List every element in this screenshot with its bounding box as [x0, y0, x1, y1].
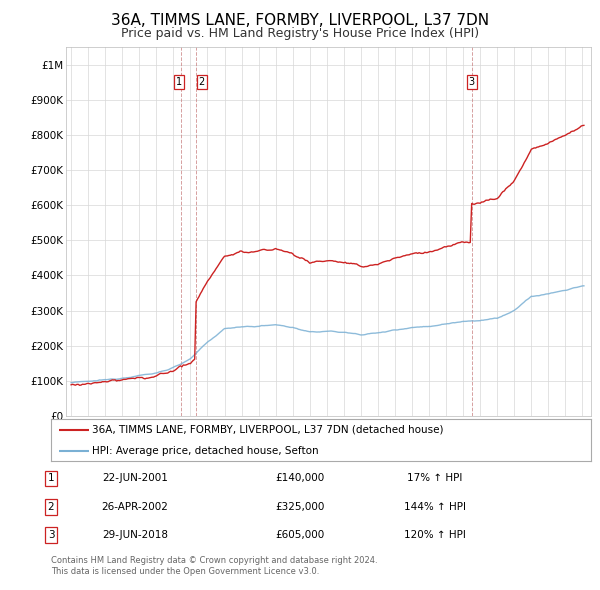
Text: 2: 2 [199, 77, 205, 87]
Text: 36A, TIMMS LANE, FORMBY, LIVERPOOL, L37 7DN (detached house): 36A, TIMMS LANE, FORMBY, LIVERPOOL, L37 … [91, 425, 443, 434]
Text: £325,000: £325,000 [275, 502, 325, 512]
Text: 26-APR-2002: 26-APR-2002 [101, 502, 169, 512]
Text: 3: 3 [47, 530, 55, 540]
Text: 120% ↑ HPI: 120% ↑ HPI [404, 530, 466, 540]
Text: £140,000: £140,000 [275, 474, 325, 483]
Text: 29-JUN-2018: 29-JUN-2018 [102, 530, 168, 540]
Text: 144% ↑ HPI: 144% ↑ HPI [404, 502, 466, 512]
Text: £605,000: £605,000 [275, 530, 325, 540]
Text: 3: 3 [469, 77, 475, 87]
Text: Contains HM Land Registry data © Crown copyright and database right 2024.
This d: Contains HM Land Registry data © Crown c… [51, 556, 377, 576]
Text: 1: 1 [176, 77, 182, 87]
Text: 22-JUN-2001: 22-JUN-2001 [102, 474, 168, 483]
Text: HPI: Average price, detached house, Sefton: HPI: Average price, detached house, Seft… [91, 446, 318, 455]
Text: 2: 2 [47, 502, 55, 512]
Text: Price paid vs. HM Land Registry's House Price Index (HPI): Price paid vs. HM Land Registry's House … [121, 27, 479, 40]
Text: 36A, TIMMS LANE, FORMBY, LIVERPOOL, L37 7DN: 36A, TIMMS LANE, FORMBY, LIVERPOOL, L37 … [111, 13, 489, 28]
Text: 17% ↑ HPI: 17% ↑ HPI [407, 474, 463, 483]
Text: 1: 1 [47, 474, 55, 483]
